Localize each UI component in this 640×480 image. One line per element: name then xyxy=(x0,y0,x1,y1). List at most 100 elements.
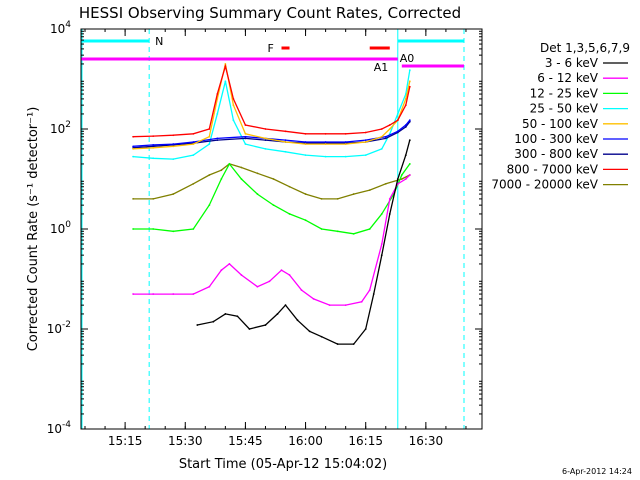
attenuator-a1-label: A1 xyxy=(374,61,389,74)
series-point xyxy=(404,97,407,100)
series-line xyxy=(197,139,411,345)
series-point xyxy=(244,143,247,145)
series-point xyxy=(216,113,219,115)
series-point xyxy=(264,324,267,326)
series-point xyxy=(360,300,363,303)
series-point xyxy=(380,254,383,257)
series-point xyxy=(364,141,367,143)
legend-label: 50 - 100 keV xyxy=(522,117,599,131)
series-point xyxy=(192,182,195,185)
series-point xyxy=(344,155,347,158)
series-line xyxy=(133,174,411,306)
series-point xyxy=(248,328,251,330)
series-point xyxy=(132,197,135,200)
series-point xyxy=(232,97,235,100)
axis-layer: 15:15 15:30 15:45 16:00 16:15 16:30 10-4 10-2 10… xyxy=(47,20,482,448)
series-point xyxy=(280,269,283,272)
series-point xyxy=(380,147,383,150)
y-axis-label: Corrected Count Rate (s⁻¹ detector⁻¹) xyxy=(26,107,41,352)
series-point xyxy=(400,178,403,180)
series-point xyxy=(152,157,155,160)
series-point xyxy=(132,135,135,138)
series-point xyxy=(208,128,211,130)
legend-label: 7000 - 20000 keV xyxy=(491,178,598,192)
series-point xyxy=(284,130,287,133)
series-point xyxy=(228,263,231,265)
series-point xyxy=(380,213,383,215)
series-point xyxy=(192,293,195,295)
x-axis-label: Start Time (05-Apr-12 15:04:02) xyxy=(179,457,387,472)
series-point xyxy=(152,146,155,149)
series-point xyxy=(232,104,235,107)
series-point xyxy=(408,139,411,141)
series-point xyxy=(208,135,211,138)
series-point xyxy=(396,178,399,180)
series-point xyxy=(364,131,367,134)
series-point xyxy=(324,132,327,135)
series-point xyxy=(320,197,323,200)
series-point xyxy=(224,313,227,315)
series-point xyxy=(192,143,195,145)
series-line xyxy=(133,70,411,160)
series-point xyxy=(404,178,407,180)
series-point xyxy=(284,304,287,307)
series-point xyxy=(368,189,371,191)
series-point xyxy=(244,124,247,126)
series-point xyxy=(352,193,355,195)
series-point xyxy=(192,132,195,135)
series-line xyxy=(133,63,411,138)
series-point xyxy=(364,328,367,330)
series-point xyxy=(256,285,259,288)
series-point xyxy=(192,154,195,157)
series-point xyxy=(380,128,383,130)
series-point xyxy=(208,204,211,207)
series-point xyxy=(396,130,399,133)
y-tick-label: 100 xyxy=(50,220,71,236)
series-point xyxy=(264,128,267,130)
series-point xyxy=(276,313,279,315)
series-point xyxy=(304,219,307,222)
series-point xyxy=(344,141,347,143)
series-point xyxy=(408,163,411,165)
series-point xyxy=(216,137,219,140)
series-point xyxy=(372,293,375,295)
series-point xyxy=(172,230,175,233)
y-tick-label: 102 xyxy=(50,120,71,136)
series-point xyxy=(380,135,383,138)
series-point xyxy=(320,335,323,338)
x-tick-label: 16:15 xyxy=(348,434,383,448)
series-point xyxy=(388,197,391,200)
series-point xyxy=(288,274,291,276)
series-point xyxy=(324,141,327,143)
series-point xyxy=(336,230,339,233)
legend-label: 800 - 7000 keV xyxy=(507,162,599,176)
series-point xyxy=(324,155,327,158)
series-point xyxy=(324,143,327,145)
series-point xyxy=(312,297,315,300)
series-point xyxy=(404,104,407,107)
series-point xyxy=(296,319,299,322)
series-point xyxy=(408,80,411,83)
series-point xyxy=(368,289,371,291)
y-tick-label: 10-4 xyxy=(47,420,72,436)
x-tick-label: 15:30 xyxy=(168,434,203,448)
series-point xyxy=(284,141,287,143)
series-point xyxy=(152,228,155,230)
series-point xyxy=(404,124,407,126)
series-point xyxy=(388,124,391,126)
series-point xyxy=(384,137,387,140)
series-point xyxy=(344,143,347,145)
series-line xyxy=(133,119,411,147)
series-point xyxy=(408,69,411,72)
series-point xyxy=(304,132,307,135)
series-point xyxy=(228,163,231,165)
series-point xyxy=(264,139,267,141)
series-point xyxy=(264,147,267,150)
y-tick-label: 10-2 xyxy=(47,320,71,336)
series-point xyxy=(344,304,347,307)
series-point xyxy=(264,137,267,140)
series-point xyxy=(220,169,223,172)
series-point xyxy=(304,141,307,143)
series-point xyxy=(396,119,399,122)
legend-title: Det 1,3,5,6,7,9 xyxy=(540,41,630,55)
